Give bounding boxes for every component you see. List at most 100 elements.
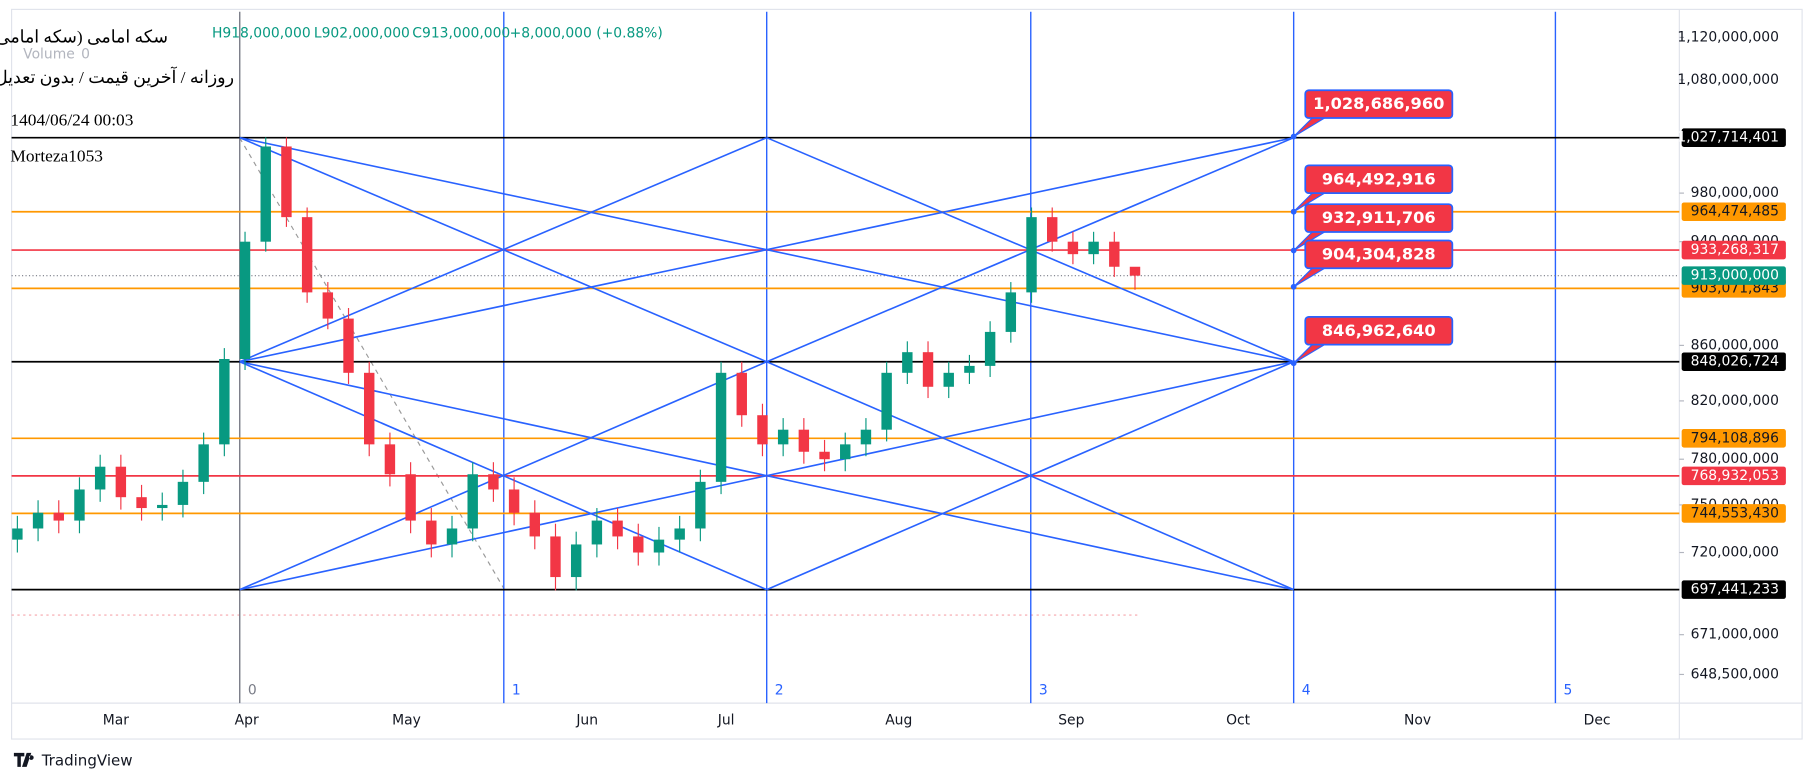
level-price-tag (1681, 128, 1786, 147)
level-price-tag (1681, 429, 1786, 448)
candle-body (777, 429, 789, 445)
candle-body (1047, 217, 1058, 242)
callout-anchor (1290, 208, 1297, 215)
candle-body (94, 466, 106, 490)
candle-body (695, 481, 706, 529)
x-tick-label: Dec (1584, 712, 1611, 728)
candle-body (198, 444, 209, 482)
candle-body (157, 504, 168, 509)
cycle-label: 4 (1302, 682, 1311, 698)
chart-frame (11, 8, 1803, 740)
candle-body (115, 466, 127, 498)
ohlc-high: H918,000,000 (212, 26, 311, 42)
gann-line (766, 360, 1294, 591)
level-price-label: 697,441,233 (1691, 582, 1779, 598)
level-price-label: 964,474,485 (1691, 204, 1779, 220)
level-price-tag (1681, 466, 1786, 486)
level-price-label: 848,026,724 (1691, 354, 1779, 370)
candle-body (674, 528, 685, 540)
candle-body (488, 474, 499, 490)
candle-body (508, 489, 520, 513)
candle-body (570, 544, 582, 578)
candle-body (281, 146, 292, 218)
candle-body (902, 352, 913, 373)
candle-body (32, 512, 44, 529)
x-tick-label: Apr (235, 712, 259, 728)
candle-body (136, 497, 147, 509)
current-price-tag (1681, 266, 1786, 285)
annotations: 1,120,000,0001,080,000,000980,000,000940… (103, 29, 1786, 728)
candle-body (653, 539, 665, 553)
candle-body (1026, 217, 1037, 293)
gann-line (239, 360, 768, 591)
candle-body (239, 241, 251, 360)
y-tick-label: 860,000,000 (1691, 337, 1779, 353)
candle-body (384, 444, 396, 475)
ohlc-close: C913,000,000 (412, 26, 510, 42)
candle-body (1109, 241, 1120, 267)
candle-body (405, 474, 416, 521)
candles (12, 137, 1141, 591)
candle-body (922, 352, 934, 387)
candle-body (860, 429, 872, 445)
candle-body (757, 415, 768, 445)
candle-body (177, 481, 189, 505)
trend-guide (239, 137, 505, 589)
level-price-label: 744,553,430 (1691, 505, 1779, 521)
level-price-tag (1681, 504, 1786, 523)
callout-label: 1,028,686,960 (1313, 94, 1444, 113)
volume-value: 0 (81, 47, 90, 63)
candle-body (529, 512, 541, 537)
x-tick-label: May (392, 712, 421, 728)
candle-body (12, 528, 23, 540)
callout-box (1304, 315, 1454, 346)
x-tick-label: Aug (885, 712, 912, 728)
candle-body (550, 536, 561, 578)
callout-label: 964,492,916 (1322, 169, 1436, 188)
callout-label: 904,304,828 (1322, 244, 1436, 263)
callout-label: 846,962,640 (1322, 321, 1436, 340)
callout-anchor (1290, 133, 1297, 140)
y-tick-label: 980,000,000 (1691, 185, 1779, 201)
candle-body (301, 217, 313, 293)
x-tick-label: Oct (1226, 712, 1251, 728)
callout-box (1304, 203, 1454, 233)
current-price-label: 913,000,000 (1691, 268, 1779, 284)
callout-anchor (1290, 283, 1297, 290)
gann-line (239, 360, 1294, 591)
callout-label: 932,911,706 (1322, 208, 1436, 227)
level-price-label: 1,027,714,401 (1677, 130, 1779, 146)
candle-body (881, 372, 892, 430)
y-tick-label: 1,120,000,000 (1677, 29, 1779, 45)
cycle-label: 0 (248, 682, 257, 698)
x-tick-label: Mar (103, 712, 129, 728)
cycle-label: 5 (1564, 682, 1573, 698)
y-tick-label: 780,000,000 (1691, 451, 1779, 467)
candle-body (426, 520, 437, 545)
level-price-tag (1681, 352, 1786, 371)
cycle-label: 3 (1039, 682, 1048, 698)
candle-body (260, 146, 271, 242)
candle-body (446, 528, 458, 545)
candle-body (715, 372, 727, 482)
candle-body (943, 372, 954, 387)
level-price-tag (1681, 240, 1786, 260)
callout-box (1304, 164, 1454, 195)
candle-body (74, 489, 85, 521)
candle-body (1005, 292, 1017, 332)
author: Morteza1053 (10, 147, 103, 166)
ohlc-low: L902,000,000 (314, 26, 410, 42)
candle-body (798, 429, 810, 452)
x-tick-label: Nov (1404, 712, 1431, 728)
symbol: سکه امامی (سکه امامی) (0, 27, 168, 46)
callout-anchor (1290, 247, 1297, 254)
candle-body (322, 292, 334, 319)
candle-body (736, 372, 747, 416)
level-price-label: 768,932,053 (1691, 468, 1779, 484)
level-price-label: 933,268,317 (1691, 242, 1779, 258)
candle-body (591, 520, 603, 545)
y-tick-label: 820,000,000 (1691, 393, 1779, 409)
level-price-label: 794,108,896 (1691, 430, 1779, 446)
